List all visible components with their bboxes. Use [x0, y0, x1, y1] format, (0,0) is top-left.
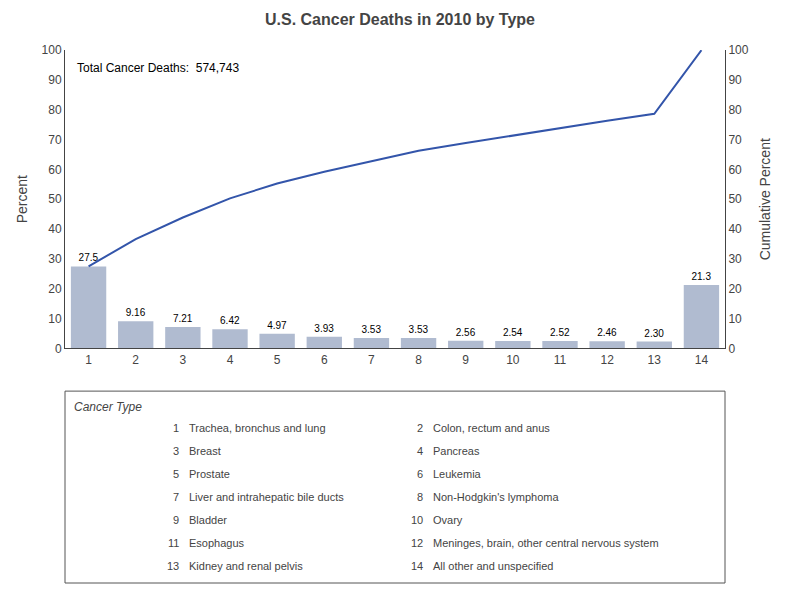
svg-text:6: 6	[321, 353, 328, 367]
svg-text:4: 4	[227, 353, 234, 367]
svg-text:Meninges, brain, other central: Meninges, brain, other central nervous s…	[433, 537, 659, 549]
svg-text:5: 5	[274, 353, 281, 367]
svg-text:Breast: Breast	[189, 445, 221, 457]
svg-text:All other and unspecified: All other and unspecified	[433, 560, 553, 572]
svg-text:5: 5	[173, 468, 179, 480]
svg-text:6.42: 6.42	[220, 315, 240, 326]
svg-text:50: 50	[48, 192, 62, 206]
svg-text:Ovary: Ovary	[433, 514, 463, 526]
svg-text:40: 40	[728, 222, 742, 236]
svg-text:21.3: 21.3	[691, 271, 711, 282]
svg-text:100: 100	[728, 43, 748, 57]
svg-text:60: 60	[48, 163, 62, 177]
svg-text:2.30: 2.30	[644, 328, 664, 339]
svg-text:Leukemia: Leukemia	[433, 468, 482, 480]
svg-text:U.S. Cancer Deaths in 2010 by: U.S. Cancer Deaths in 2010 by Type	[265, 11, 535, 28]
svg-text:80: 80	[48, 103, 62, 117]
svg-text:2.46: 2.46	[597, 327, 617, 338]
svg-text:70: 70	[728, 133, 742, 147]
svg-text:20: 20	[728, 282, 742, 296]
svg-text:3.53: 3.53	[409, 324, 429, 335]
svg-text:Cancer Type: Cancer Type	[74, 400, 142, 414]
svg-text:Prostate: Prostate	[189, 468, 230, 480]
svg-text:30: 30	[48, 252, 62, 266]
svg-text:9: 9	[173, 514, 179, 526]
svg-text:20: 20	[48, 282, 62, 296]
svg-text:Kidney and renal pelvis: Kidney and renal pelvis	[189, 560, 303, 572]
svg-text:3: 3	[180, 353, 187, 367]
svg-text:90: 90	[48, 73, 62, 87]
svg-text:Non-Hodgkin's lymphoma: Non-Hodgkin's lymphoma	[433, 491, 559, 503]
svg-text:Trachea, bronchus and lung: Trachea, bronchus and lung	[189, 422, 326, 434]
svg-text:14: 14	[695, 353, 709, 367]
svg-text:2: 2	[132, 353, 139, 367]
svg-text:14: 14	[411, 560, 423, 572]
svg-text:7: 7	[368, 353, 375, 367]
svg-text:3.53: 3.53	[361, 324, 381, 335]
svg-text:1: 1	[85, 353, 92, 367]
svg-text:13: 13	[167, 560, 179, 572]
svg-text:13: 13	[648, 353, 662, 367]
svg-text:27.5: 27.5	[79, 252, 99, 263]
svg-text:Colon, rectum and anus: Colon, rectum and anus	[433, 422, 550, 434]
svg-text:8: 8	[417, 491, 423, 503]
svg-text:12: 12	[600, 353, 614, 367]
svg-text:11: 11	[168, 537, 179, 549]
svg-text:0: 0	[55, 342, 62, 356]
svg-text:6: 6	[417, 468, 423, 480]
svg-text:Percent: Percent	[14, 175, 30, 223]
svg-text:60: 60	[728, 163, 742, 177]
svg-text:Cumulative Percent: Cumulative Percent	[757, 138, 773, 260]
svg-text:Pancreas: Pancreas	[433, 445, 480, 457]
svg-text:9: 9	[462, 353, 469, 367]
svg-text:Liver and intrahepatic bile du: Liver and intrahepatic bile ducts	[189, 491, 344, 503]
svg-text:9.16: 9.16	[126, 307, 146, 318]
svg-text:2.52: 2.52	[550, 327, 570, 338]
svg-text:2.54: 2.54	[503, 327, 523, 338]
svg-text:7.21: 7.21	[173, 313, 193, 324]
svg-text:4.97: 4.97	[267, 320, 287, 331]
svg-text:50: 50	[728, 192, 742, 206]
svg-text:10: 10	[48, 312, 62, 326]
svg-text:80: 80	[728, 103, 742, 117]
svg-text:12: 12	[411, 537, 423, 549]
svg-text:Esophagus: Esophagus	[189, 537, 245, 549]
svg-text:10: 10	[411, 514, 423, 526]
svg-text:10: 10	[506, 353, 520, 367]
svg-text:0: 0	[728, 342, 735, 356]
svg-text:2: 2	[417, 422, 423, 434]
svg-text:3: 3	[173, 445, 179, 457]
svg-text:7: 7	[173, 491, 179, 503]
svg-text:3.93: 3.93	[314, 323, 334, 334]
svg-text:100: 100	[42, 43, 62, 57]
svg-text:30: 30	[728, 252, 742, 266]
svg-text:Bladder: Bladder	[189, 514, 227, 526]
svg-text:70: 70	[48, 133, 62, 147]
svg-text:90: 90	[728, 73, 742, 87]
svg-text:2.56: 2.56	[456, 327, 476, 338]
svg-text:1: 1	[173, 422, 179, 434]
svg-text:Total Cancer Deaths: 574,743: Total Cancer Deaths: 574,743	[77, 61, 239, 75]
svg-text:4: 4	[417, 445, 423, 457]
svg-text:10: 10	[728, 312, 742, 326]
svg-text:11: 11	[554, 353, 567, 367]
svg-text:8: 8	[415, 353, 422, 367]
svg-text:40: 40	[48, 222, 62, 236]
